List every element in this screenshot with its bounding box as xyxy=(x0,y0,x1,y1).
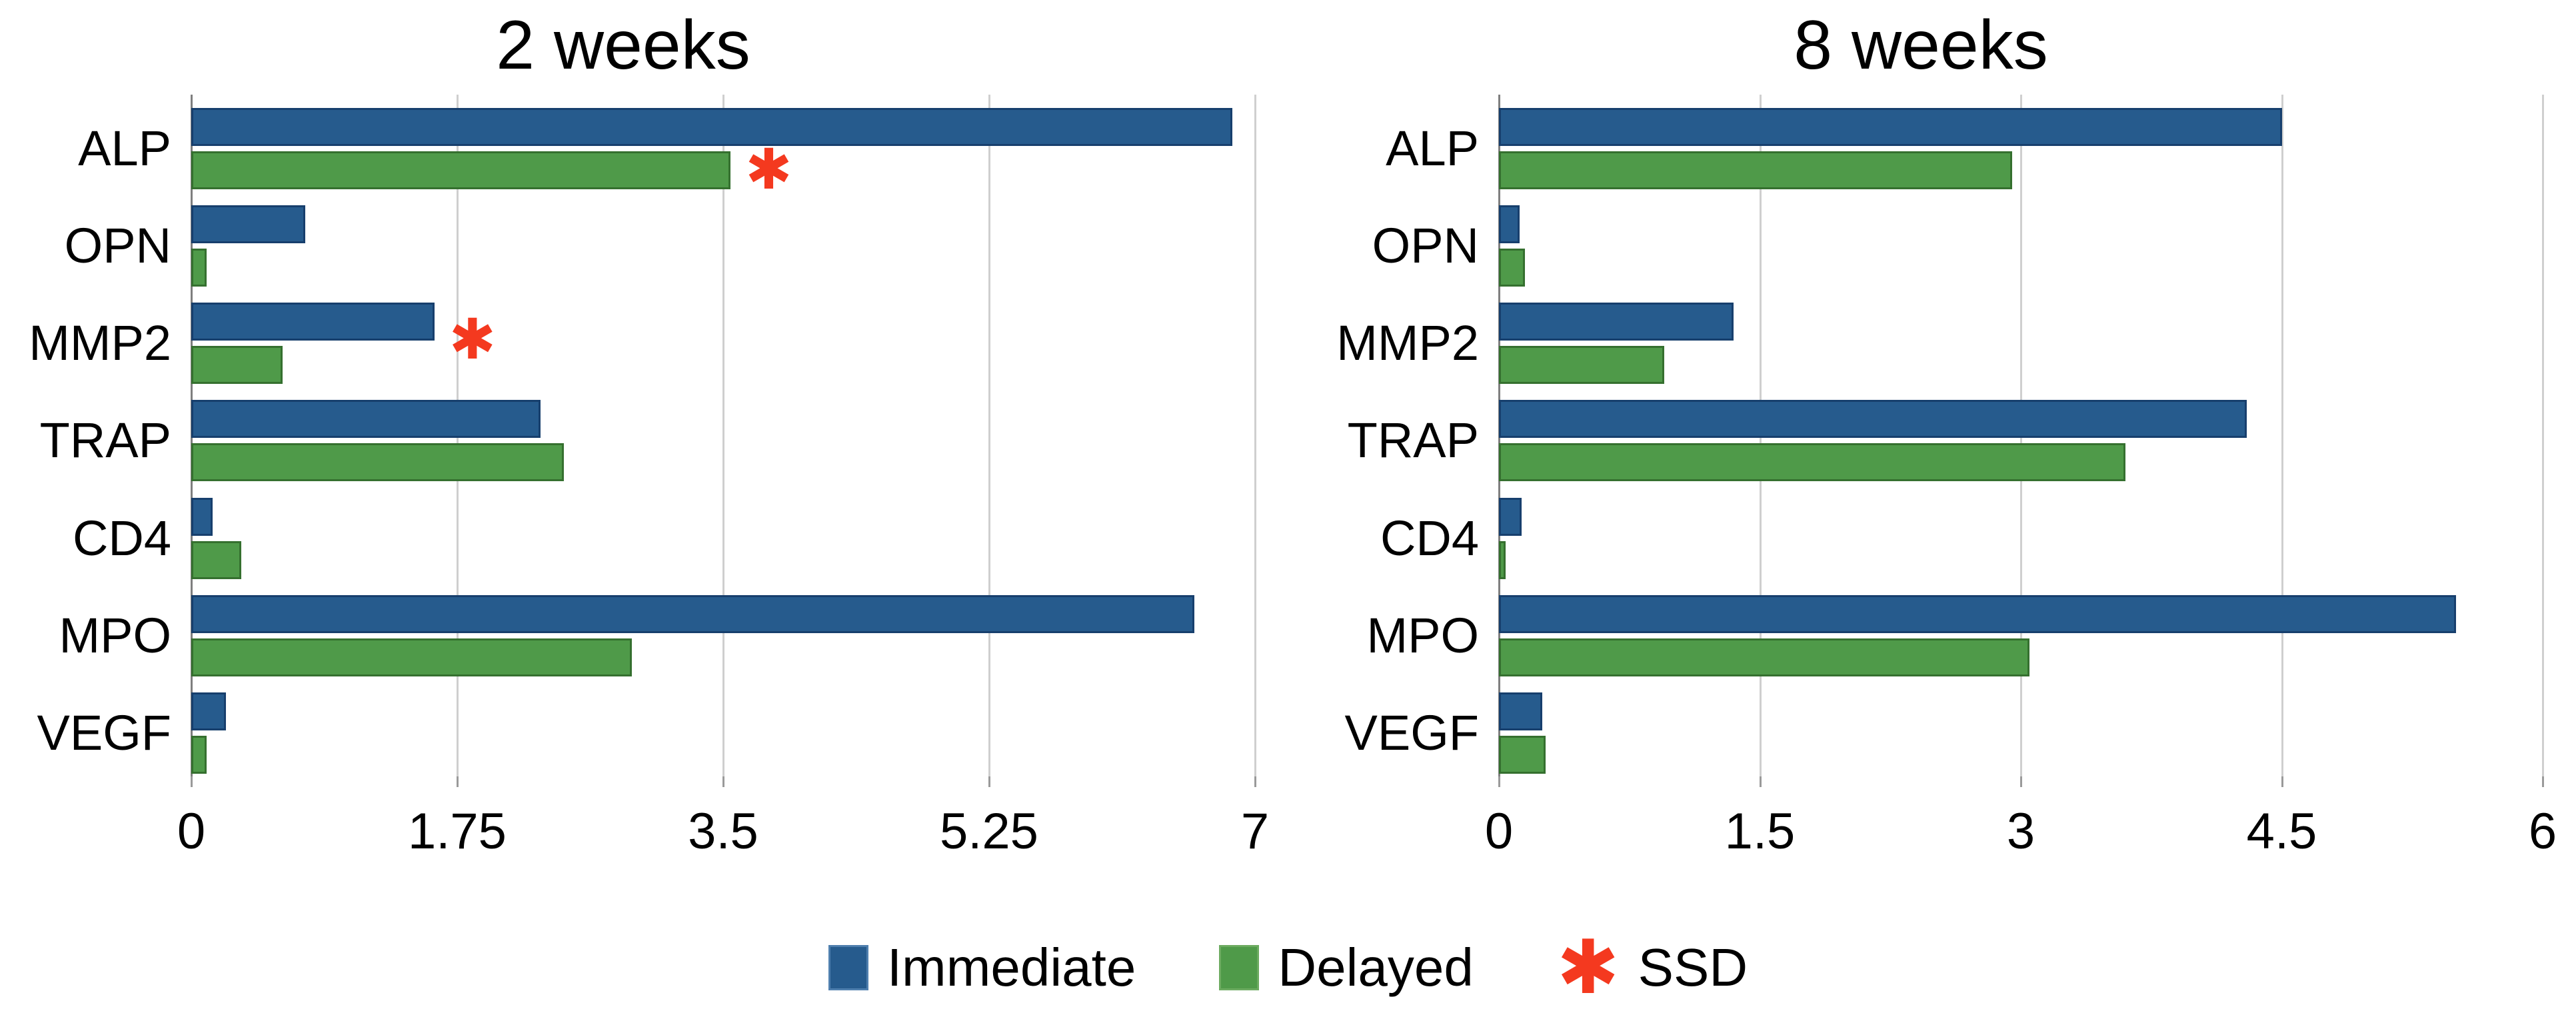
category-label-opn: OPN xyxy=(1372,218,1479,274)
gridline xyxy=(988,95,990,776)
x-axis-tick xyxy=(1498,776,1500,787)
bar-delayed-mmp2 xyxy=(191,346,283,385)
category-label-mpo: MPO xyxy=(59,607,171,663)
bar-immediate-cd4 xyxy=(191,497,213,536)
legend-label-ssd: SSD xyxy=(1638,938,1748,997)
bar-delayed-opn xyxy=(191,249,207,287)
x-tick-label: 0 xyxy=(177,803,206,860)
x-axis-tick xyxy=(191,776,193,787)
legend-item-delayed: Delayed xyxy=(1219,934,1474,1001)
x-tick-label: 6 xyxy=(2528,803,2557,860)
bar-immediate-opn xyxy=(1499,205,1520,244)
category-label-vegf: VEGF xyxy=(1344,704,1479,760)
x-tick-label: 3.5 xyxy=(688,803,758,860)
x-axis-tick xyxy=(2020,776,2022,787)
gridline xyxy=(2542,95,2544,776)
x-tick-label: 3 xyxy=(2006,803,2035,860)
ssd-asterisk-alp: ✱ xyxy=(745,136,792,202)
legend-label-immediate: Immediate xyxy=(886,938,1136,997)
x-axis-tick xyxy=(1759,776,1762,787)
x-axis-tick xyxy=(457,776,459,787)
legend-ssd-asterisk-icon: ✱ xyxy=(1556,924,1620,1011)
x-axis-tick xyxy=(1254,776,1256,787)
bar-immediate-mpo xyxy=(191,594,1194,633)
legend: Immediate Delayed ✱ SSD xyxy=(0,921,2576,1014)
x-tick-label: 4.5 xyxy=(2246,803,2317,860)
x-tick-label: 7 xyxy=(1240,803,1270,860)
bar-delayed-mpo xyxy=(1499,638,2030,676)
x-axis-tick xyxy=(988,776,990,787)
chart-title-8-weeks: 8 weeks xyxy=(1794,7,2048,84)
category-label-opn: OPN xyxy=(64,218,171,274)
category-label-trap: TRAP xyxy=(1347,413,1479,469)
legend-label-delayed: Delayed xyxy=(1278,938,1474,997)
legend-swatch-immediate xyxy=(828,945,868,990)
bar-delayed-opn xyxy=(1499,249,1526,287)
gridline xyxy=(722,95,724,776)
legend-item-immediate: Immediate xyxy=(828,934,1136,1001)
bar-immediate-alp xyxy=(1499,108,2282,146)
bar-delayed-cd4 xyxy=(1499,540,1506,579)
bar-delayed-alp xyxy=(191,151,731,189)
bar-immediate-opn xyxy=(191,205,305,244)
chart-title-2-weeks: 2 weeks xyxy=(496,7,750,84)
bar-immediate-vegf xyxy=(1499,692,1543,730)
category-label-mpo: MPO xyxy=(1366,607,1479,663)
bar-delayed-trap xyxy=(1499,443,2125,482)
x-tick-label: 5.25 xyxy=(940,803,1038,860)
bar-delayed-vegf xyxy=(191,735,207,774)
gridline xyxy=(1254,95,1256,776)
plot-area-2-weeks: ✱ ✱ xyxy=(191,95,1256,776)
gridline xyxy=(2281,95,2283,776)
bar-delayed-cd4 xyxy=(191,540,242,579)
category-label-trap: TRAP xyxy=(39,413,171,469)
bar-delayed-mmp2 xyxy=(1499,346,1664,385)
bar-immediate-trap xyxy=(191,400,541,439)
bar-delayed-mpo xyxy=(191,638,633,676)
x-tick-label: 1.75 xyxy=(408,803,507,860)
x-axis-tick xyxy=(722,776,724,787)
bar-immediate-trap xyxy=(1499,400,2247,439)
bar-delayed-alp xyxy=(1499,151,2012,189)
legend-item-ssd: ✱ SSD xyxy=(1557,930,1748,1005)
category-label-mmp2: MMP2 xyxy=(1336,315,1479,371)
bar-delayed-trap xyxy=(191,443,564,482)
x-tick-label: 0 xyxy=(1484,803,1514,860)
ssd-asterisk-mmp2: ✱ xyxy=(449,307,497,373)
category-label-alp: ALP xyxy=(1386,121,1479,176)
x-axis-tick xyxy=(2281,776,2283,787)
bar-immediate-mpo xyxy=(1499,594,2456,633)
bar-immediate-vegf xyxy=(191,692,227,730)
bar-immediate-cd4 xyxy=(1499,497,1522,536)
bar-immediate-mmp2 xyxy=(191,303,435,341)
bar-immediate-alp xyxy=(191,108,1232,146)
legend-swatch-delayed xyxy=(1219,945,1260,990)
bar-delayed-vegf xyxy=(1499,735,1546,774)
x-tick-label: 1.5 xyxy=(1724,803,1796,860)
x-axis-tick xyxy=(2542,776,2544,787)
plot-area-8-weeks xyxy=(1498,95,2544,776)
category-label-cd4: CD4 xyxy=(72,510,171,566)
category-label-vegf: VEGF xyxy=(37,704,171,760)
category-label-cd4: CD4 xyxy=(1380,510,1479,566)
bar-immediate-mmp2 xyxy=(1499,303,1734,341)
category-label-mmp2: MMP2 xyxy=(29,315,171,371)
category-label-alp: ALP xyxy=(78,121,171,176)
